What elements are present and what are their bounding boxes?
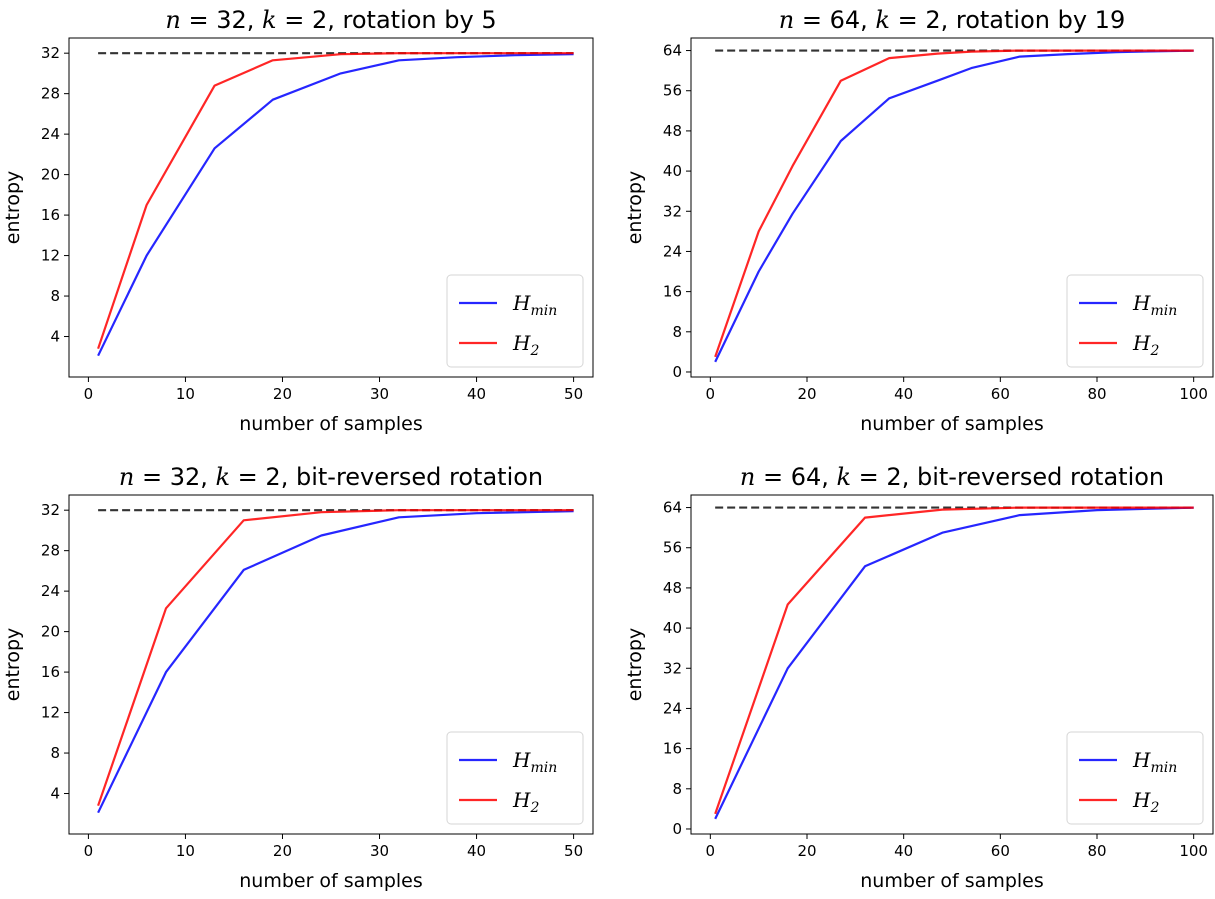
x-tick-label: 20 [797,385,816,403]
series-line-hmin [714,506,1194,820]
x-tick-label: 0 [706,385,716,403]
y-tick-label: 8 [50,744,60,762]
x-axis-label: number of samples [239,870,423,892]
x-tick-label: 10 [176,385,195,403]
y-tick-label: 32 [663,202,682,220]
y-tick-label: 16 [663,283,682,301]
x-tick-label: 20 [797,842,816,860]
legend-entry: H2 [512,331,539,359]
axes-frame [690,494,1214,835]
y-tick-label: 8 [672,323,682,341]
y-tick-label: 8 [50,287,60,305]
legend-entry: Hmin [1132,291,1177,319]
x-tick-label: 50 [564,385,583,403]
y-tick-label: 40 [663,162,682,180]
y-tick-label: 4 [50,328,60,346]
panel-title: n = 32, k = 2, bit-reversed rotation [119,463,543,491]
y-axis-label: entropy [2,628,24,702]
axes-frame [68,494,594,835]
y-tick-label: 64 [663,42,682,60]
x-tick-label: 40 [467,385,486,403]
y-tick-label: 48 [663,579,682,597]
x-tick-label: 0 [84,842,94,860]
series-line-h2 [97,52,574,350]
x-tick-label: 30 [370,842,389,860]
series-line-h2 [97,509,574,807]
y-tick-label: 0 [672,820,682,838]
panel-3: n = 32, k = 2, bit-reversed rotation 0 10 2… [2,463,594,892]
x-tick-label: 80 [1087,385,1106,403]
y-axis-label: entropy [2,171,24,245]
panel-2: n = 64, k = 2, rotation by 190 20 40 60 80 10… [624,6,1214,435]
legend: Hmin H2 [446,731,584,825]
x-tick-label: 0 [706,842,716,860]
legend-entry: Hmin [1132,748,1177,776]
axes-frame [68,37,594,378]
x-axis-label: number of samples [860,413,1044,435]
panel-4: n = 64, k = 2, bit-reversed rotation 0 20 4… [624,463,1214,892]
y-tick-label: 28 [41,85,60,103]
y-tick-label: 20 [41,166,60,184]
y-tick-label: 0 [672,363,682,381]
x-tick-label: 40 [894,385,913,403]
y-tick-label: 4 [50,785,60,803]
x-tick-label: 0 [84,385,94,403]
y-tick-label: 24 [41,582,60,600]
y-tick-label: 64 [663,499,682,517]
x-tick-label: 100 [1179,385,1208,403]
y-tick-label: 56 [663,539,682,557]
x-tick-label: 40 [467,842,486,860]
legend-entry: H2 [512,788,539,816]
x-tick-label: 30 [370,385,389,403]
y-tick-label: 24 [663,242,682,260]
y-tick-label: 12 [41,247,60,265]
y-tick-label: 16 [41,206,60,224]
x-tick-label: 50 [564,842,583,860]
series-line-hmin [97,510,574,814]
legend-entry: Hmin [512,291,557,319]
series-line-h2 [714,49,1194,358]
x-tick-label: 20 [273,842,292,860]
y-tick-label: 24 [663,699,682,717]
legend: Hmin H2 [446,274,584,368]
y-tick-label: 20 [41,623,60,641]
y-tick-label: 8 [672,780,682,798]
legend-entry: H2 [1132,331,1159,359]
y-tick-label: 32 [663,659,682,677]
y-tick-label: 56 [663,82,682,100]
panel-title: n = 32, k = 2, rotation by 5 [165,6,496,34]
y-axis-label: entropy [624,171,646,245]
y-axis-label: entropy [624,628,646,702]
y-tick-label: 16 [663,740,682,758]
x-tick-label: 60 [991,842,1010,860]
y-tick-label: 48 [663,122,682,140]
y-tick-label: 28 [41,542,60,560]
y-tick-label: 32 [41,44,60,62]
x-tick-label: 60 [991,385,1010,403]
y-tick-label: 16 [41,663,60,681]
x-axis-label: number of samples [239,413,423,435]
panel-title: n = 64, k = 2, bit-reversed rotation [740,463,1164,491]
x-tick-label: 20 [273,385,292,403]
legend-entry: H2 [1132,788,1159,816]
series-line-hmin [714,49,1194,363]
y-tick-label: 40 [663,619,682,637]
legend-entry: Hmin [512,748,557,776]
y-tick-label: 24 [41,125,60,143]
x-tick-label: 10 [176,842,195,860]
series-line-hmin [97,53,574,357]
series-line-h2 [714,506,1194,815]
panel-1: n = 32, k = 2, rotation by 5 0 10 20 30 40 50 4… [2,6,594,435]
legend: Hmin H2 [1066,731,1204,825]
axes-frame [690,37,1214,378]
x-tick-label: 80 [1087,842,1106,860]
panel-title: n = 64, k = 2, rotation by 19 [779,6,1125,34]
x-axis-label: number of samples [860,870,1044,892]
x-tick-label: 100 [1179,842,1208,860]
y-tick-label: 32 [41,501,60,519]
x-tick-label: 40 [894,842,913,860]
y-tick-label: 12 [41,704,60,722]
legend: Hmin H2 [1066,274,1204,368]
